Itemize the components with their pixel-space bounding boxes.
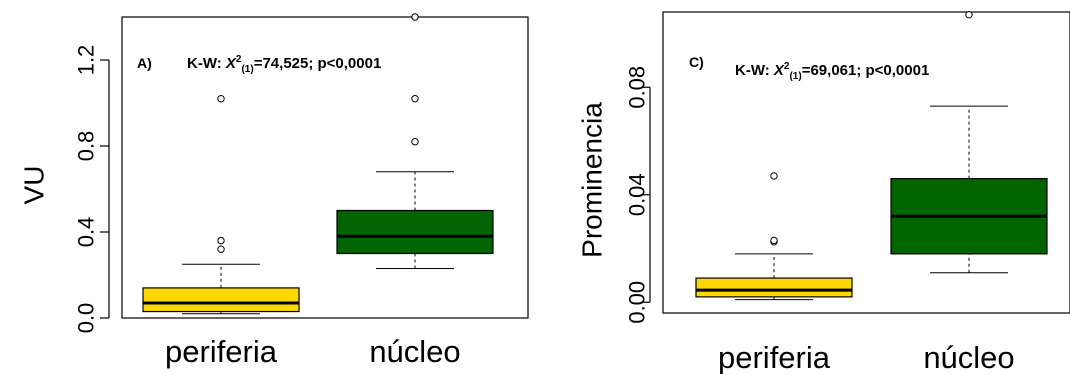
kruskal-wallis-annotation: K-W: X2(1)=74,525; p<0,0001 <box>187 54 381 75</box>
y-axis-label: Prominencia <box>577 102 608 258</box>
plot-frame <box>121 16 529 319</box>
box-periferia <box>142 95 300 315</box>
box-nucleo <box>890 10 1048 274</box>
y-tick-label: 1.2 <box>74 45 99 76</box>
annotation-prefix: K-W: <box>187 55 226 72</box>
outlier-point <box>411 95 419 103</box>
x-category-label: núcleo <box>923 340 1014 374</box>
annotation-sup: 2 <box>784 61 790 72</box>
annotation-rest: =74,525; p<0,0001 <box>254 55 382 72</box>
kruskal-wallis-annotation: K-W: X2(1)=69,061; p<0,0001 <box>735 61 929 82</box>
y-tick-label: 0.8 <box>74 131 99 162</box>
y-tick-label: 0.04 <box>625 173 650 216</box>
iqr-box <box>142 287 300 313</box>
outlier-point <box>217 95 225 103</box>
annotation-sub: (1) <box>241 64 253 75</box>
x-category-label: periferia <box>165 334 278 369</box>
panel-label: C) <box>689 54 704 70</box>
panel-1: 0.0 0.4 0.8 1.2 VU periferia núcleo A) K-W: X2(1… <box>19 13 529 369</box>
outlier-point <box>770 236 778 245</box>
iqr-box <box>695 277 853 298</box>
x-category-label: periferia <box>718 340 831 374</box>
y-tick-label: 0.0 <box>74 303 99 334</box>
y-tick-label: 0.00 <box>625 281 650 324</box>
panel-2: 0.00 0.04 0.08 Prominencia periferia núcleo C)… <box>577 10 1070 374</box>
box-periferia <box>695 172 853 301</box>
outlier-point <box>411 138 419 146</box>
outlier-point <box>411 13 419 21</box>
outlier-point <box>217 236 225 245</box>
y-tick-label: 0.08 <box>625 66 650 109</box>
y-tick-label: 0.4 <box>74 217 99 248</box>
panel-label: A) <box>137 55 152 71</box>
outlier-point <box>770 172 778 180</box>
box-nucleo <box>336 13 494 270</box>
annotation-stat: X <box>225 55 237 72</box>
outlier-point <box>217 245 225 253</box>
x-category-label: núcleo <box>369 334 460 369</box>
annotation-sub: (1) <box>789 71 801 82</box>
y-axis-label: VU <box>19 166 50 205</box>
annotation-rest: =69,061; p<0,0001 <box>802 62 930 79</box>
annotation-prefix: K-W: <box>735 62 774 79</box>
annotation-sup: 2 <box>236 54 242 65</box>
outlier-point <box>965 10 973 19</box>
annotation-stat: X <box>773 62 785 79</box>
plot-frame <box>662 11 1070 314</box>
iqr-box <box>336 209 494 255</box>
